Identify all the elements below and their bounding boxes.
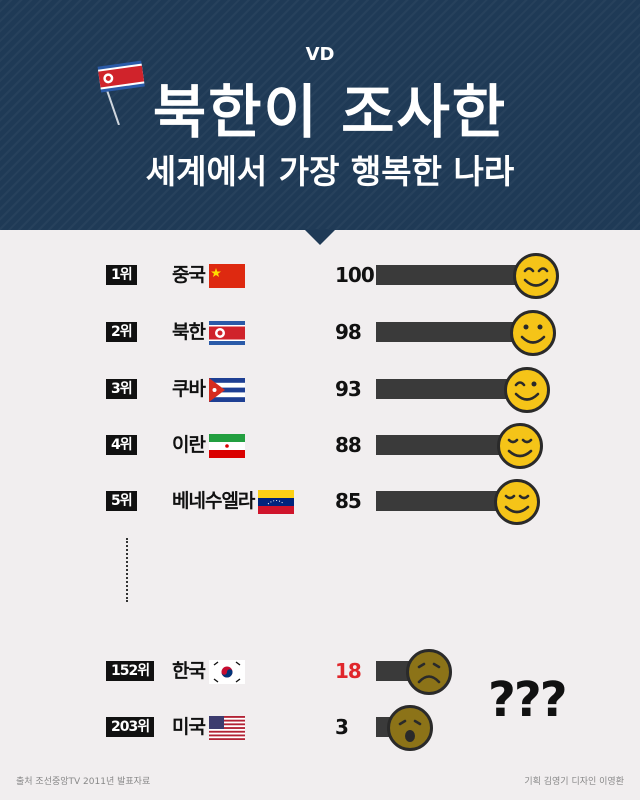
venezuela-flag-icon: [258, 490, 294, 514]
usa-flag-icon: [209, 716, 245, 740]
iran-flag-icon: [209, 434, 245, 458]
page-title: 북한이 조사한: [152, 78, 508, 146]
bar: [376, 491, 517, 511]
question-marks: ???: [488, 672, 568, 728]
brand-logo: VD: [305, 44, 335, 65]
bar: [376, 379, 527, 399]
north-korea-flag-icon: [209, 321, 245, 345]
bar: [376, 265, 536, 285]
happy-face-icon: [510, 310, 557, 356]
bar: [376, 435, 521, 455]
rank-badge: 4위: [106, 435, 137, 455]
country-name: 쿠바: [172, 378, 206, 400]
content-face-icon: [497, 423, 544, 469]
country-name: 베네수엘라: [172, 490, 255, 512]
country-name: 한국: [172, 660, 206, 682]
content-face-icon: [493, 479, 540, 525]
rank-badge: 203위: [106, 717, 155, 737]
rank-badge: 5위: [106, 491, 137, 511]
chart-row: 1위 중국 100: [0, 250, 640, 300]
data-label: 93: [335, 377, 362, 401]
rank-badge: 2위: [106, 322, 137, 342]
data-label: 18: [335, 659, 362, 683]
data-label: 3: [335, 715, 349, 739]
country-name: 중국: [172, 264, 206, 286]
data-label: 85: [335, 489, 362, 513]
footer-source: 출처 조선중앙TV 2011년 발표자료: [16, 777, 151, 787]
happy-closed-face-icon: [513, 253, 559, 299]
cuba-flag-icon: [209, 378, 245, 402]
country-name: 미국: [172, 716, 206, 738]
chart-row: 3위 쿠바 93: [0, 364, 640, 414]
header-pointer: [304, 229, 336, 245]
south-korea-flag-icon: [209, 660, 245, 684]
chart-row: 203위 미국 3: [0, 702, 640, 752]
rank-badge: 3위: [106, 379, 137, 399]
data-label: 98: [335, 320, 362, 344]
chart-row: 4위 이란 88: [0, 420, 640, 470]
data-label: 88: [335, 433, 362, 457]
chart-row: 152위 한국 18: [0, 646, 640, 696]
wink-face-icon: [503, 367, 550, 413]
data-label: 100: [335, 263, 375, 287]
rank-badge: 152위: [106, 661, 155, 681]
chart-row: 5위 베네수엘라 85: [0, 476, 640, 526]
north-korea-flag-icon: [97, 60, 145, 125]
shocked-face-icon: [386, 705, 433, 751]
china-flag-icon: [209, 264, 245, 288]
sad-face-icon: [406, 649, 453, 695]
header-banner: VD 북한이 조사한 세계에서 가장 행복한 나라: [0, 0, 640, 230]
footer-credits: 기획 김영기 디자인 이영환: [524, 777, 624, 787]
country-name: 북한: [172, 321, 206, 343]
page-subtitle: 세계에서 가장 행복한 나라: [145, 152, 515, 191]
chart-row: 2위 북한 98: [0, 307, 640, 357]
country-name: 이란: [172, 434, 206, 456]
rank-badge: 1위: [106, 265, 137, 285]
ellipsis-divider: [126, 538, 128, 602]
bar: [376, 322, 534, 342]
